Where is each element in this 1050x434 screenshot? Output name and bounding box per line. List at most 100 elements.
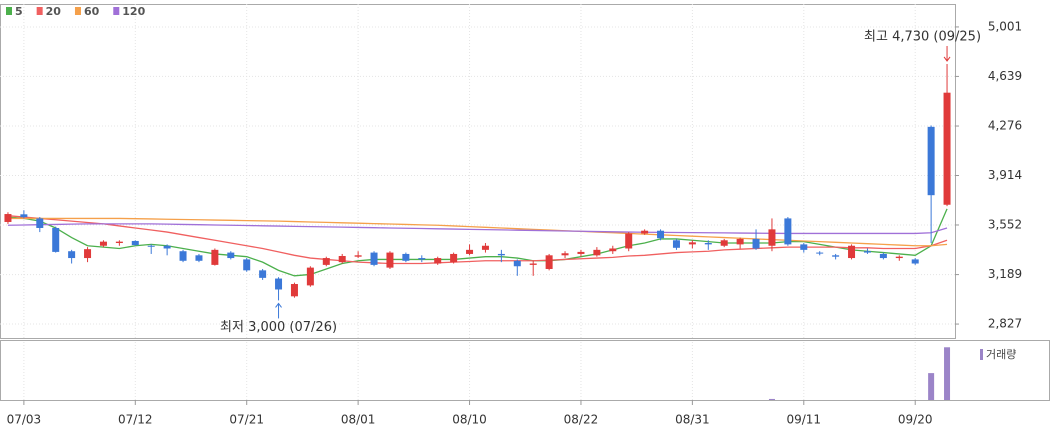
labels: 2,827 3,189 3,552 3,914 4,276 4,639 5,001 07/03… bbox=[6, 5, 1022, 427]
candle-body bbox=[513, 260, 521, 267]
candle-body bbox=[99, 241, 107, 246]
candle-body bbox=[704, 243, 712, 245]
candle-body bbox=[625, 233, 633, 249]
candle-body bbox=[911, 259, 919, 264]
y-tick-label: 3,189 bbox=[988, 267, 1022, 281]
marks bbox=[4, 63, 951, 400]
candle-body bbox=[768, 229, 776, 246]
legend-swatch bbox=[36, 7, 43, 15]
candle-body bbox=[179, 251, 187, 261]
candle-body bbox=[927, 126, 935, 196]
candle-body bbox=[131, 240, 139, 246]
candle-body bbox=[402, 253, 410, 261]
candle-body bbox=[338, 256, 346, 263]
candle-body bbox=[593, 249, 601, 256]
y-tick-label: 5,001 bbox=[988, 19, 1022, 33]
candle-body bbox=[688, 242, 696, 245]
legend-swatch bbox=[6, 7, 12, 15]
candle-body bbox=[641, 230, 649, 234]
volume-bar bbox=[944, 347, 951, 400]
candle-body bbox=[84, 249, 92, 259]
candle-body bbox=[879, 253, 887, 259]
candle-body bbox=[211, 249, 219, 265]
annotation-high: 최고 4,730 (09/25) bbox=[864, 29, 981, 44]
legend-label: 60 bbox=[84, 5, 100, 18]
candle-body bbox=[863, 251, 871, 253]
y-tick-label: 3,552 bbox=[988, 217, 1022, 231]
candle-body bbox=[816, 252, 824, 254]
candle-body bbox=[386, 252, 394, 268]
legend-label: 5 bbox=[15, 5, 23, 18]
candle-body bbox=[752, 238, 760, 249]
candle-body bbox=[561, 253, 569, 256]
candle-body bbox=[609, 248, 617, 252]
legend-swatch bbox=[980, 349, 983, 360]
legend-label: 20 bbox=[46, 5, 62, 18]
grid bbox=[0, 4, 959, 405]
candle-body bbox=[147, 245, 155, 247]
candle-body bbox=[832, 255, 840, 257]
price-panel-border bbox=[0, 4, 956, 339]
x-tick-label: 09/20 bbox=[898, 413, 933, 427]
candle-body bbox=[20, 214, 28, 218]
candle-body bbox=[290, 284, 298, 297]
candle-body bbox=[4, 214, 12, 222]
candle-body bbox=[497, 253, 505, 256]
x-tick-label: 08/01 bbox=[341, 413, 376, 427]
x-tick-label: 08/31 bbox=[675, 413, 710, 427]
candle-body bbox=[800, 244, 808, 250]
candle-body bbox=[784, 218, 792, 245]
candle-body bbox=[115, 241, 123, 244]
candle-body bbox=[36, 218, 44, 228]
x-tick-label: 07/03 bbox=[7, 413, 42, 427]
annotation-arrowhead bbox=[943, 56, 951, 62]
candle-body bbox=[481, 245, 489, 250]
y-tick-label: 3,914 bbox=[988, 168, 1022, 182]
candle-body bbox=[848, 245, 856, 259]
candle-body bbox=[736, 238, 744, 245]
candle-body bbox=[370, 252, 378, 265]
candle-body bbox=[943, 92, 951, 205]
candle-body bbox=[529, 263, 537, 265]
candle-body bbox=[577, 251, 585, 254]
legend-swatch bbox=[74, 7, 81, 15]
y-tick-label: 4,276 bbox=[988, 119, 1022, 133]
y-tick-label: 2,827 bbox=[988, 317, 1022, 331]
candle-body bbox=[672, 240, 680, 248]
x-tick-label: 09/11 bbox=[786, 413, 821, 427]
x-tick-label: 07/12 bbox=[118, 413, 153, 427]
x-tick-label: 07/21 bbox=[229, 413, 264, 427]
candle-body bbox=[434, 258, 442, 264]
y-tick-label: 4,639 bbox=[988, 69, 1022, 83]
legend-label: 120 bbox=[122, 5, 145, 18]
candle-body bbox=[52, 227, 60, 252]
x-tick-label: 08/22 bbox=[564, 413, 599, 427]
candle-body bbox=[657, 230, 665, 239]
candle-body bbox=[354, 255, 362, 257]
candle-body bbox=[418, 258, 426, 260]
candle-body bbox=[259, 270, 267, 278]
candle-body bbox=[720, 240, 728, 246]
candle-body bbox=[895, 256, 903, 259]
candle-body bbox=[466, 249, 474, 254]
x-tick-label: 08/10 bbox=[452, 413, 487, 427]
candle-body bbox=[195, 255, 203, 261]
candle-body bbox=[227, 252, 235, 259]
legend-swatch bbox=[113, 7, 120, 15]
candle-body bbox=[68, 251, 76, 259]
candle-body bbox=[322, 258, 330, 265]
candle-body bbox=[306, 267, 314, 286]
candle-body bbox=[545, 255, 553, 269]
volume-bar bbox=[928, 373, 935, 400]
candle-body bbox=[450, 253, 458, 263]
candle-body bbox=[163, 245, 171, 249]
candle-body bbox=[275, 278, 283, 290]
legend-label: 거래량 bbox=[986, 348, 1016, 361]
ma-line bbox=[7, 215, 948, 265]
annotation-arrowhead bbox=[275, 302, 282, 308]
annotation-low: 최저 3,000 (07/26) bbox=[220, 320, 337, 335]
candle-body bbox=[243, 259, 251, 271]
